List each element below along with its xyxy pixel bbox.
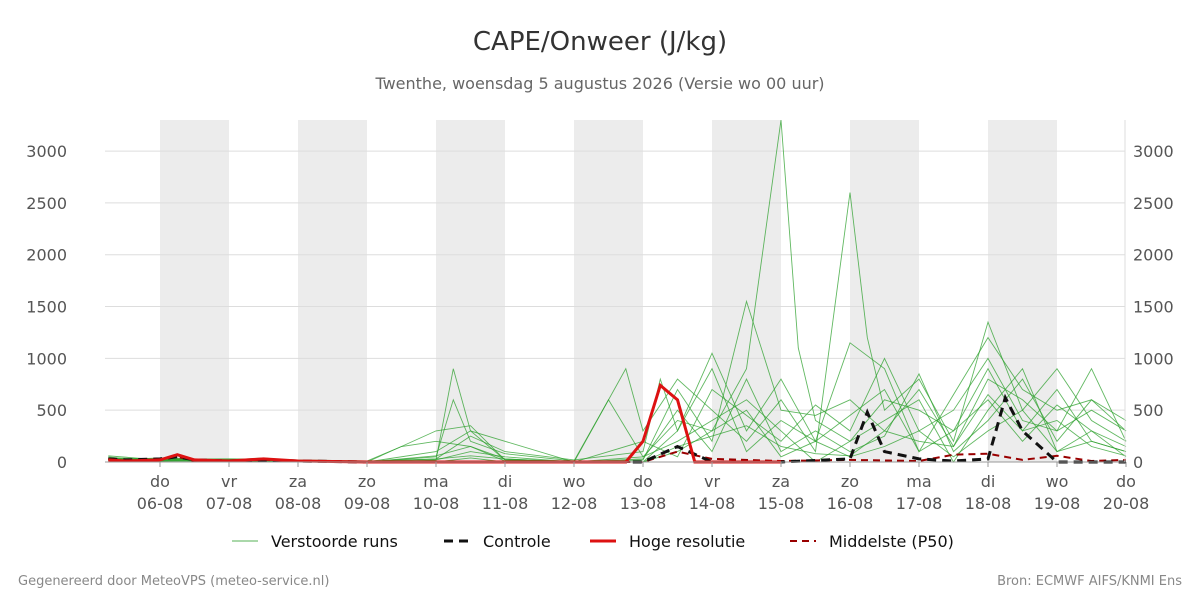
x-tick-date: 12-08 (551, 494, 598, 513)
x-tick-day: zo (841, 472, 859, 491)
legend-label-ensemble: Verstoorde runs (271, 532, 398, 551)
axes (105, 120, 1127, 467)
x-tick-date: 16-08 (827, 494, 874, 513)
legend-label-median: Middelste (P50) (829, 532, 954, 551)
night-band (988, 120, 1057, 462)
chart-title: CAPE/Onweer (J/kg) (473, 27, 727, 57)
y-tick-label-left: 1500 (26, 298, 67, 317)
y-tick-label-right: 1500 (1133, 298, 1174, 317)
x-tick-day: di (981, 472, 996, 491)
x-tick-date: 06-08 (137, 494, 184, 513)
night-band (298, 120, 367, 462)
x-tick-day: do (1116, 472, 1136, 491)
x-tick-day: za (772, 472, 790, 491)
night-band (160, 120, 229, 462)
night-bands (160, 120, 1057, 462)
night-band (712, 120, 781, 462)
legend-label-control: Controle (483, 532, 551, 551)
night-band (574, 120, 643, 462)
x-tick-day: do (633, 472, 653, 491)
y-tick-label-right: 2500 (1133, 194, 1174, 213)
x-tick-date: 11-08 (482, 494, 529, 513)
y-tick-label-left: 1000 (26, 349, 67, 368)
x-tick-date: 13-08 (620, 494, 667, 513)
grid-lines (105, 150, 1125, 411)
chart-subtitle: Twenthe, woensdag 5 augustus 2026 (Versi… (374, 74, 824, 93)
y-tick-label-left: 0 (57, 453, 67, 472)
x-tick-date: 10-08 (413, 494, 460, 513)
footer-credit: Gegenereerd door MeteoVPS (meteo-service… (18, 574, 329, 589)
y-tick-label-right: 1000 (1133, 349, 1174, 368)
x-tick-day: ma (423, 472, 448, 491)
tick-labels: 0 0 500 500 1000 1000 1500 1500 2000 2000 2500 2500… (26, 142, 1173, 513)
x-tick-day: ma (906, 472, 931, 491)
y-tick-label-left: 2500 (26, 194, 67, 213)
x-tick-day: vr (221, 472, 237, 491)
legend-label-hires: Hoge resolutie (629, 532, 745, 551)
y-tick-label-right: 0 (1133, 453, 1143, 472)
x-tick-date: 15-08 (758, 494, 805, 513)
x-tick-day: do (150, 472, 170, 491)
x-tick-day: wo (1046, 472, 1069, 491)
x-tick-day: za (289, 472, 307, 491)
x-tick-day: wo (563, 472, 586, 491)
x-tick-date: 18-08 (965, 494, 1012, 513)
x-tick-date: 17-08 (896, 494, 943, 513)
x-tick-day: di (498, 472, 513, 491)
y-tick-label-right: 3000 (1133, 142, 1174, 161)
x-tick-date: 20-08 (1103, 494, 1150, 513)
x-tick-day: vr (704, 472, 720, 491)
y-tick-label-left: 2000 (26, 246, 67, 265)
legend: Verstoorde runs Controle Hoge resolutie … (232, 532, 954, 551)
night-band (436, 120, 505, 462)
x-tick-date: 14-08 (689, 494, 736, 513)
y-tick-label-left: 3000 (26, 142, 67, 161)
x-tick-date: 07-08 (206, 494, 253, 513)
x-tick-day: zo (358, 472, 376, 491)
x-tick-date: 08-08 (275, 494, 322, 513)
y-tick-label-right: 2000 (1133, 246, 1174, 265)
x-tick-date: 09-08 (344, 494, 391, 513)
footer-source: Bron: ECMWF AIFS/KNMI Ens (997, 574, 1182, 589)
y-tick-label-left: 500 (36, 401, 67, 420)
y-tick-label-right: 500 (1133, 401, 1164, 420)
x-tick-date: 19-08 (1034, 494, 1081, 513)
